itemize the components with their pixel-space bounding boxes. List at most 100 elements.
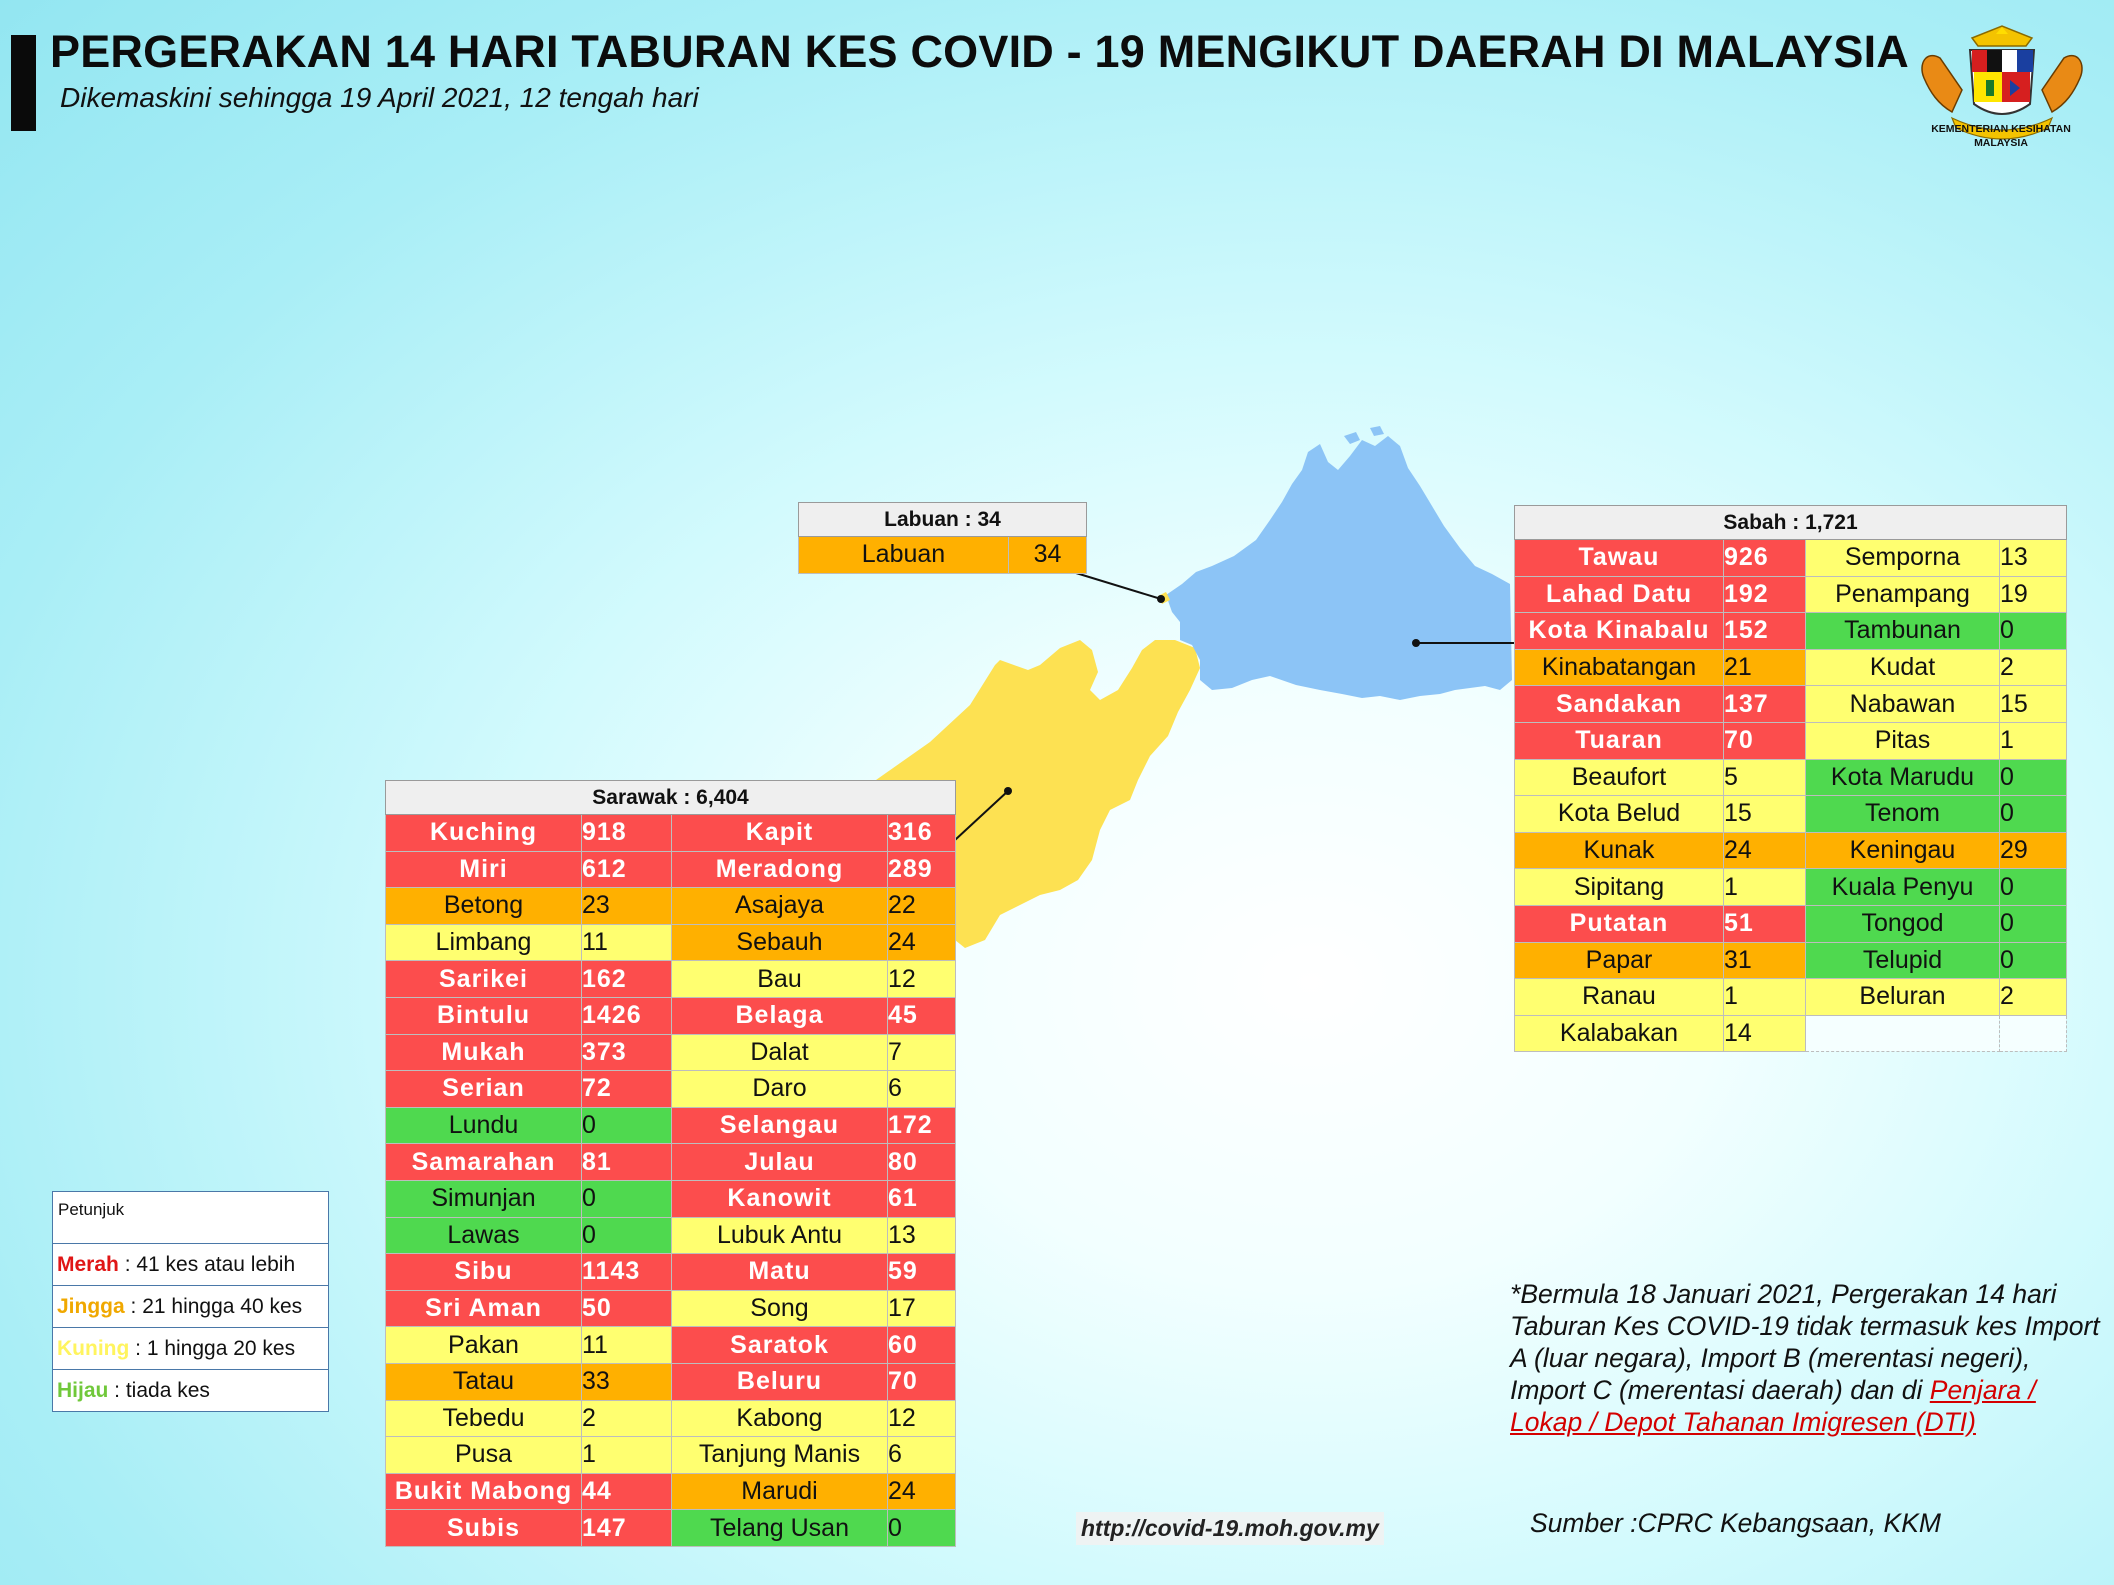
sarawak-table: Sarawak : 6,404 Kuching 918 Kapit 316 Miri 61… bbox=[384, 780, 957, 1547]
district-row: Sipitang 1 Kuala Penyu 0 bbox=[1514, 868, 2068, 906]
district-row: Tatau 33 Beluru 70 bbox=[385, 1362, 957, 1401]
district-name-kuching: Kuching bbox=[385, 814, 582, 852]
district-name-daro: Daro bbox=[671, 1070, 888, 1108]
district-count-beluru: 70 bbox=[886, 1362, 957, 1401]
district-count-papar: 31 bbox=[1723, 941, 1806, 980]
district-count-asajaya: 22 bbox=[886, 887, 957, 925]
district-name-bukit-mabong: Bukit Mabong bbox=[385, 1472, 582, 1511]
district-row: Sarikei 162 Bau 12 bbox=[385, 960, 957, 998]
district-row: Betong 23 Asajaya 22 bbox=[385, 887, 957, 925]
district-count-lubuk-antu: 13 bbox=[886, 1216, 957, 1255]
district-count-tambunan: 0 bbox=[1998, 612, 2068, 650]
district-count-limbang: 11 bbox=[581, 923, 672, 962]
district-count-serian: 72 bbox=[581, 1070, 672, 1108]
labuan-table: Labuan : 34 Labuan 34 bbox=[797, 502, 1088, 574]
sarawak-leader-line bbox=[954, 790, 1009, 841]
district-row: Simunjan 0 Kanowit 61 bbox=[385, 1179, 957, 1218]
district-name-tenom: Tenom bbox=[1805, 795, 2000, 833]
district-row: Sibu 1143 Matu 59 bbox=[385, 1253, 957, 1291]
footnote-text: *Bermula 18 Januari 2021, Pergerakan 14 … bbox=[1510, 1279, 2100, 1405]
district-name-pitas: Pitas bbox=[1805, 721, 2000, 760]
district-row: Kuching 918 Kapit 316 bbox=[385, 814, 957, 852]
district-name-beluru: Beluru bbox=[671, 1362, 888, 1401]
district-count-betong: 23 bbox=[581, 887, 672, 925]
district-row: Lahad Datu 192 Penampang 19 bbox=[1514, 575, 2068, 614]
sabah-leader-dot bbox=[1412, 639, 1420, 647]
district-name-miri: Miri bbox=[385, 850, 582, 889]
district-name-nabawan: Nabawan bbox=[1805, 685, 2000, 723]
district-name-samarahan: Samarahan bbox=[385, 1143, 582, 1181]
district-count-miri: 612 bbox=[581, 850, 672, 889]
legend-text-jingga: : 21 hingga 40 kes bbox=[124, 1295, 303, 1318]
district-name-meradong: Meradong bbox=[671, 850, 888, 889]
district-name-marudi: Marudi bbox=[671, 1472, 888, 1511]
district-count-kalabakan: 14 bbox=[1723, 1014, 1806, 1053]
legend-item-merah: Merah : 41 kes atau lebih bbox=[53, 1244, 328, 1286]
sabah-table-title: Sabah : 1,721 bbox=[1513, 505, 2068, 540]
district-name-kapit: Kapit bbox=[671, 814, 888, 852]
district-name-asajaya: Asajaya bbox=[671, 887, 888, 925]
legend-key-jingga: Jingga bbox=[57, 1295, 125, 1318]
district-name-selangau: Selangau bbox=[671, 1106, 888, 1145]
district-name-kota-belud: Kota Belud bbox=[1514, 795, 1724, 833]
district-count-lahad-datu: 192 bbox=[1723, 575, 1806, 614]
district-count-putatan: 51 bbox=[1723, 904, 1806, 943]
legend-text-kuning: : 1 hingga 20 kes bbox=[129, 1337, 296, 1360]
district-name-dalat: Dalat bbox=[671, 1033, 888, 1072]
district-name-tawau: Tawau bbox=[1514, 539, 1724, 577]
district-name-tuaran: Tuaran bbox=[1514, 721, 1724, 760]
district-row: Tawau 926 Semporna 13 bbox=[1514, 539, 2068, 577]
district-count-kuala-penyu: 0 bbox=[1998, 868, 2068, 906]
district-count-simunjan: 0 bbox=[581, 1179, 672, 1218]
legend-text-hijau: : tiada kes bbox=[108, 1379, 210, 1402]
sarawak-table-title: Sarawak : 6,404 bbox=[384, 780, 957, 815]
district-row: Samarahan 81 Julau 80 bbox=[385, 1143, 957, 1181]
sabah-table: Sabah : 1,721 Tawau 926 Semporna 13 Lahad Da… bbox=[1513, 505, 2068, 1053]
district-row: Miri 612 Meradong 289 bbox=[385, 850, 957, 889]
logo-caption: KEMENTERIAN KESIHATAN MALAYSIA bbox=[1906, 122, 2096, 150]
district-count-labuan: 34 bbox=[1007, 536, 1088, 574]
district-name-betong: Betong bbox=[385, 887, 582, 925]
legend: Petunjuk Merah : 41 kes atau lebih Jingg… bbox=[52, 1191, 329, 1412]
district-name-papar: Papar bbox=[1514, 941, 1724, 980]
district-name-matu: Matu bbox=[671, 1253, 888, 1291]
district-row: Kunak 24 Keningau 29 bbox=[1514, 831, 2068, 870]
district-count-telupid: 0 bbox=[1998, 941, 2068, 980]
district-name-telang-usan: Telang Usan bbox=[671, 1509, 888, 1547]
website-link[interactable]: http://covid-19.moh.gov.my bbox=[1076, 1512, 1384, 1545]
source-credit: Sumber :CPRC Kebangsaan, KKM bbox=[1530, 1508, 1941, 1538]
legend-item-jingga: Jingga : 21 hingga 40 kes bbox=[53, 1286, 328, 1328]
sarawak-leader-dot bbox=[1004, 787, 1012, 795]
legend-text-merah: : 41 kes atau lebih bbox=[118, 1253, 296, 1276]
district-count-penampang: 19 bbox=[1998, 575, 2068, 614]
district-count-song: 17 bbox=[886, 1289, 957, 1328]
district-count-tatau: 33 bbox=[581, 1362, 672, 1401]
district-count-pitas: 1 bbox=[1998, 721, 2068, 760]
district-name-simunjan: Simunjan bbox=[385, 1179, 582, 1218]
district-count-nabawan: 15 bbox=[1998, 685, 2068, 723]
district-row: Tebedu 2 Kabong 12 bbox=[385, 1399, 957, 1438]
district-count-subis: 147 bbox=[581, 1509, 672, 1547]
district-row: Labuan 34 bbox=[798, 536, 1088, 574]
district-count-ranau: 1 bbox=[1723, 978, 1806, 1016]
district-row: Subis 147 Telang Usan 0 bbox=[385, 1509, 957, 1547]
district-name-tanjung-manis: Tanjung Manis bbox=[671, 1436, 888, 1474]
sabah-region bbox=[1166, 436, 1512, 700]
district-count-beluran: 2 bbox=[1998, 978, 2068, 1016]
district-name-empty bbox=[1805, 1014, 2000, 1053]
district-row: Tuaran 70 Pitas 1 bbox=[1514, 721, 2068, 760]
logo-caption-line2: MALAYSIA bbox=[1974, 137, 2028, 149]
district-name-kabong: Kabong bbox=[671, 1399, 888, 1438]
district-name-bau: Bau bbox=[671, 960, 888, 998]
district-name-kalabakan: Kalabakan bbox=[1514, 1014, 1724, 1053]
district-count-kota-kinabalu: 152 bbox=[1723, 612, 1806, 650]
district-row: Mukah 373 Dalat 7 bbox=[385, 1033, 957, 1072]
district-name-saratok: Saratok bbox=[671, 1326, 888, 1364]
kkm-crest-logo bbox=[1921, 25, 2083, 140]
district-count-empty bbox=[1998, 1014, 2068, 1053]
district-name-sibu: Sibu bbox=[385, 1253, 582, 1291]
district-count-belaga: 45 bbox=[886, 996, 957, 1035]
district-count-kunak: 24 bbox=[1723, 831, 1806, 870]
district-row: Serian 72 Daro 6 bbox=[385, 1070, 957, 1108]
district-count-matu: 59 bbox=[886, 1253, 957, 1291]
